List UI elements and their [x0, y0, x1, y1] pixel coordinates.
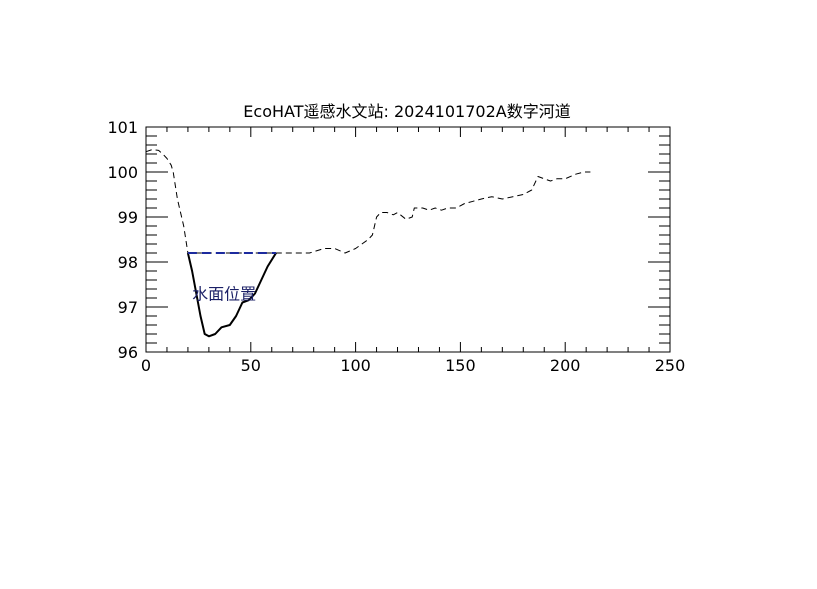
y-tick-label: 100: [107, 163, 138, 182]
x-tick-label: 250: [655, 356, 686, 375]
series-line-1: [145, 149, 591, 254]
plot-frame: [145, 126, 671, 353]
axis-ticks: [145, 126, 671, 353]
y-tick-label: 99: [118, 208, 138, 227]
chart-title: EcoHAT遥感水文站: 2024101702A数字河道: [243, 102, 570, 121]
y-tick-label: 101: [107, 118, 138, 137]
y-tick-label: 98: [118, 253, 138, 272]
y-tick-label: 97: [118, 298, 138, 317]
series-group: [145, 149, 591, 338]
x-tick-label: 50: [241, 356, 261, 375]
tick-labels: 0 50 100 150 200 250 96 97 98 99 100 101: [107, 118, 685, 375]
y-tick-label: 96: [118, 343, 138, 362]
x-tick-label: 150: [445, 356, 476, 375]
annotation-label: 水面位置: [192, 285, 256, 304]
series-line-2: [186, 252, 277, 338]
x-tick-label: 100: [340, 356, 371, 375]
x-tick-label: 0: [141, 356, 151, 375]
x-tick-label: 200: [550, 356, 581, 375]
annotations: 水面位置: [192, 285, 256, 304]
